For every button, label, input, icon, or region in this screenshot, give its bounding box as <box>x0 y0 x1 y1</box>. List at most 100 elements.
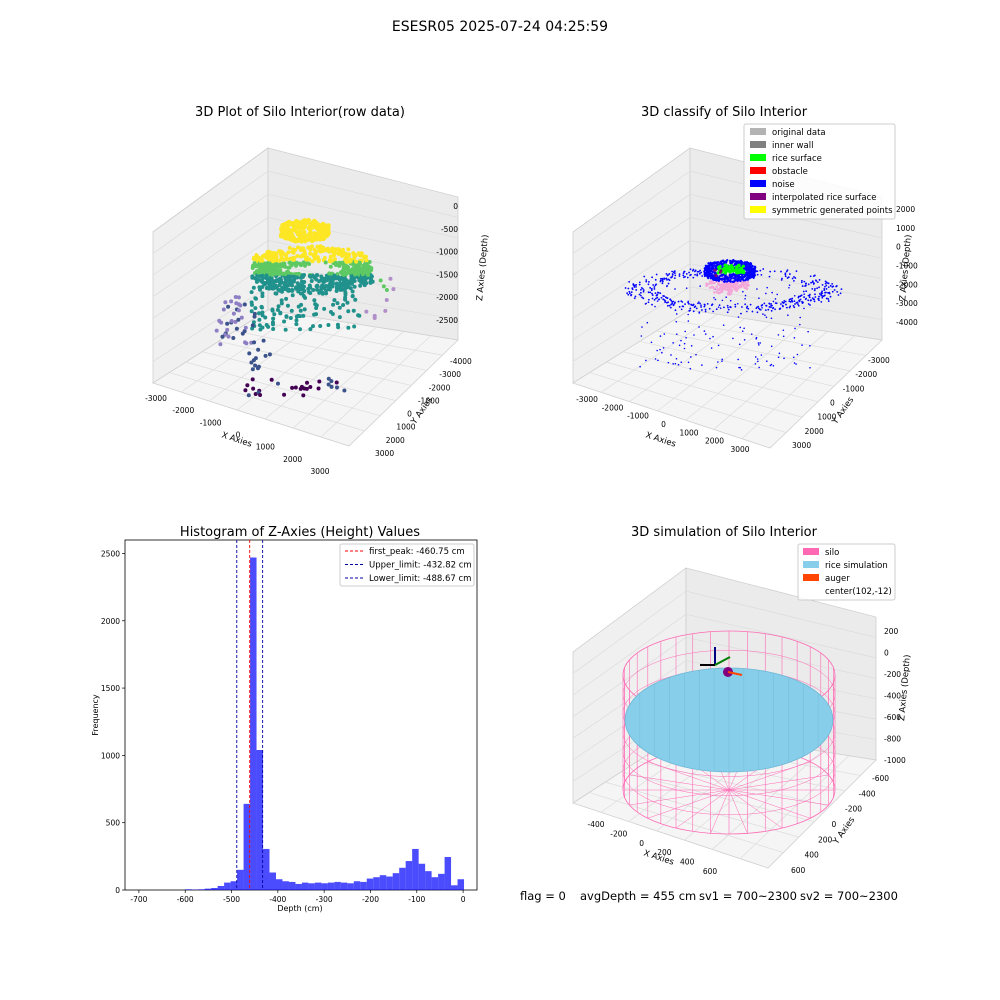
p2-noise-point <box>727 279 730 282</box>
p2-noise-point <box>641 326 643 328</box>
p1-point <box>279 249 284 254</box>
p1-point <box>314 226 320 231</box>
p1-point <box>302 230 307 235</box>
p1-point <box>285 224 290 230</box>
p2-noise-point <box>737 316 740 318</box>
p2-noise-point <box>765 304 767 307</box>
p2-noise-point <box>827 286 830 289</box>
p2-noise-point <box>809 304 811 306</box>
p1-point <box>295 281 300 286</box>
p2-noise-point <box>754 363 757 365</box>
p1-point <box>290 256 295 261</box>
p1-point <box>286 250 291 255</box>
p1-point <box>327 287 332 292</box>
p1-x-tick-label: 0 <box>236 431 241 440</box>
p2-noise-point <box>716 277 720 280</box>
histogram-bar <box>360 881 367 890</box>
p2-noise-point <box>651 303 653 306</box>
p2-point <box>715 285 719 288</box>
p2-noise-point <box>723 260 727 263</box>
p2-noise-point <box>824 285 826 288</box>
p1-point <box>348 286 353 291</box>
p2-gridline <box>572 193 691 276</box>
p2-noise-point <box>732 277 735 280</box>
p2-noise-point <box>786 269 789 271</box>
p2-noise-point <box>677 363 680 366</box>
p1-point <box>260 310 265 315</box>
p1-point <box>301 235 306 241</box>
p2-noise-point <box>729 299 732 302</box>
p2-noise-point <box>715 366 718 369</box>
p2-noise-point <box>754 269 757 272</box>
p2-noise-point <box>735 261 738 265</box>
p2-noise-point <box>643 275 646 278</box>
p1-point <box>315 244 320 249</box>
p4-z-tick-label: -1000 <box>884 756 906 765</box>
p1-point <box>247 351 252 356</box>
p1-point <box>362 276 367 281</box>
p2-noise-point <box>692 276 695 279</box>
p1-point <box>290 288 295 293</box>
histogram-bar <box>340 882 348 890</box>
p2-point <box>705 282 708 286</box>
p2-noise-point <box>640 288 642 291</box>
p2-point <box>715 288 719 291</box>
p2-noise-point <box>748 272 751 275</box>
p2-noise-point <box>634 295 637 298</box>
p2-noise-point <box>690 273 692 276</box>
p2-noise-point <box>675 313 678 315</box>
histogram-bar <box>425 871 432 890</box>
p1-point <box>310 259 315 264</box>
figure-suptitle: ESESR05 2025-07-24 04:25:59 <box>392 19 608 35</box>
p2-noise-point <box>684 275 686 278</box>
p2-noise-point <box>823 289 826 292</box>
p2-noise-point <box>741 277 744 280</box>
p2-noise-point <box>686 276 689 279</box>
p2-point <box>727 290 731 294</box>
p2-noise-point <box>667 274 669 276</box>
p2-noise-point <box>632 283 635 285</box>
p4-legend-frame <box>797 543 896 601</box>
flag-text: flag = 0 <box>520 889 566 903</box>
histogram-bar <box>347 883 354 890</box>
p2-noise-point <box>741 306 743 308</box>
p2-noise-point <box>825 284 828 287</box>
p1-point <box>260 276 265 281</box>
p2-noise-point <box>744 279 747 282</box>
p2-noise-point <box>654 297 657 300</box>
p2-noise-point <box>828 291 831 294</box>
p4-x-tick-label: 200 <box>657 848 672 857</box>
p2-noise-point <box>778 308 781 310</box>
p2-noise-point <box>706 302 709 305</box>
p2-rice-point <box>728 264 733 269</box>
p2-noise-point <box>746 277 749 280</box>
panel-raw-data-3d-scatter: 3D Plot of Silo Interior(row data) -3000… <box>145 105 491 476</box>
p1-point <box>301 246 306 251</box>
p2-noise-point <box>638 293 641 296</box>
p2-noise-point <box>799 295 802 298</box>
p1-gridline <box>152 170 269 254</box>
histogram-bar <box>321 883 328 890</box>
p1-point <box>308 251 313 256</box>
p2-noise-point <box>773 270 776 273</box>
p2-noise-point <box>678 344 681 347</box>
p2-noise-point <box>816 281 819 284</box>
p1-point <box>269 255 274 260</box>
p2-noise-point <box>811 287 814 290</box>
p1-z-tick-label: -1500 <box>436 270 458 279</box>
p2-noise-point <box>805 282 807 285</box>
p2-noise-point <box>678 273 681 276</box>
p2-noise-point <box>783 300 786 302</box>
histogram-x-tick-label: 0 <box>461 895 466 904</box>
p2-noise-point <box>833 289 836 291</box>
p1-point <box>334 247 339 252</box>
p2-noise-point <box>651 294 654 297</box>
p2-noise-point <box>655 294 658 297</box>
p1-point <box>311 288 316 293</box>
p2-noise-point <box>633 297 636 300</box>
p2-noise-point <box>721 360 723 362</box>
p1-point <box>236 317 241 322</box>
p1-point <box>307 262 312 267</box>
p2-noise-point <box>765 360 768 363</box>
histogram-axes-frame <box>124 539 478 891</box>
